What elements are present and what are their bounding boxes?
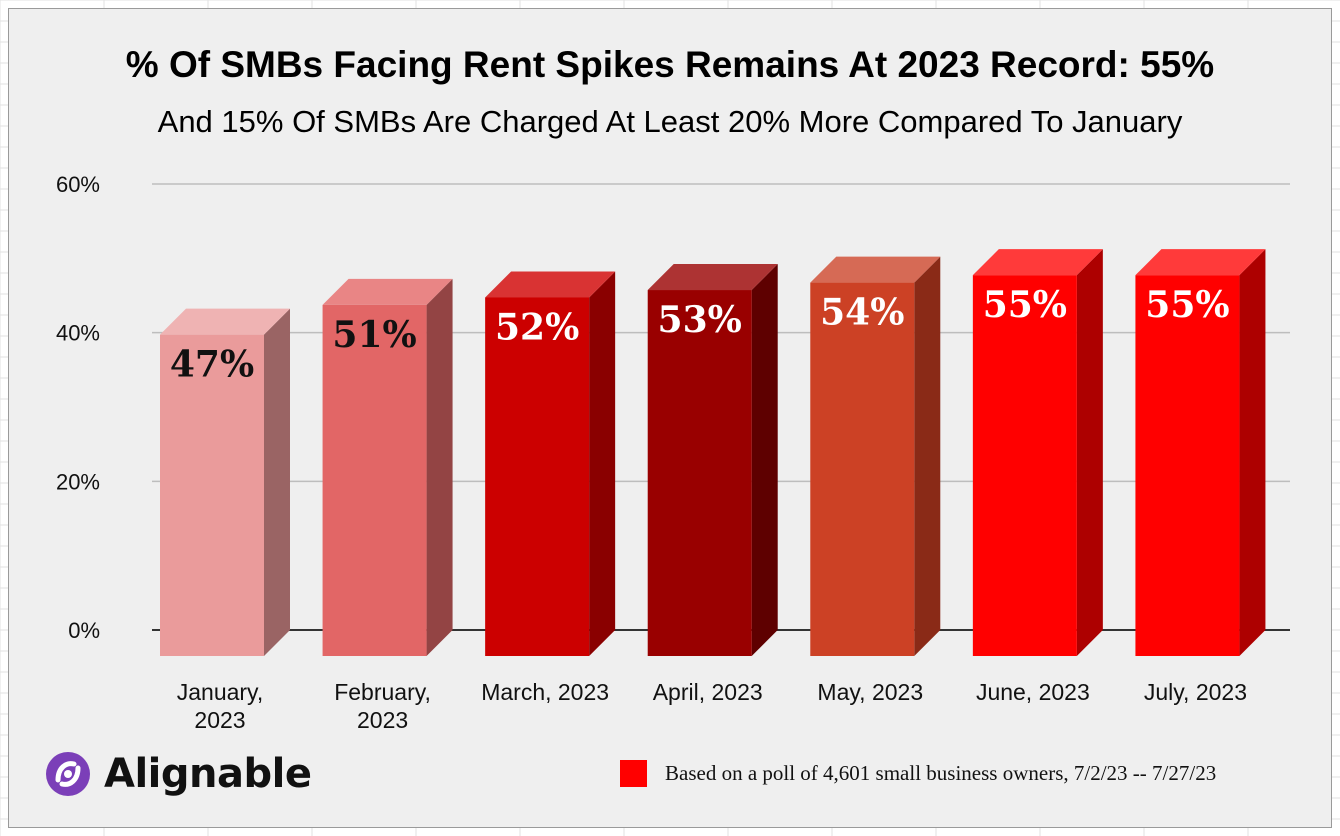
bar-side-face [426, 278, 453, 656]
alignable-logo: Alignable [44, 744, 312, 804]
bar-data-label: 52% [495, 306, 579, 348]
bar-5: 54% [810, 256, 941, 656]
bar-top-face [810, 256, 941, 283]
bar-side-face [914, 256, 941, 656]
x-tick-label: June, 2023 [976, 679, 1090, 705]
x-tick-label-line: May, 2023 [817, 679, 923, 705]
bar-top-face [1135, 249, 1266, 276]
bar-front-face [647, 290, 752, 656]
bar-side-face [589, 271, 616, 656]
x-tick-label-line: 2023 [194, 707, 245, 733]
chart-subtitle: And 15% Of SMBs Are Charged At Least 20%… [157, 104, 1183, 139]
logo-wordmark: Alignable [104, 751, 312, 797]
x-tick-label-line: June, 2023 [976, 679, 1090, 705]
bar-top-face [322, 278, 453, 305]
x-tick-label: January, 2023 [177, 679, 264, 733]
bar-front-face [1135, 275, 1240, 656]
x-tick-label: April, 2023 [653, 679, 763, 705]
bar-top-face [160, 308, 290, 335]
bar-data-label: 53% [658, 299, 742, 341]
bar-3: 52% [485, 271, 616, 656]
bar-data-label: 55% [983, 284, 1067, 326]
bar-1: 47% [160, 308, 290, 656]
x-tick-label: July, 2023 [1144, 679, 1247, 705]
x-tick-label-line: January, [177, 679, 264, 705]
bar-front-face [972, 275, 1077, 656]
bar-7: 55% [1135, 249, 1266, 656]
alignable-logo-icon [46, 752, 90, 796]
chart-legend: Based on a poll of 4,601 small business … [620, 760, 1216, 787]
x-tick-label-line: July, 2023 [1144, 679, 1247, 705]
y-tick-label: 0% [68, 618, 100, 643]
bar-side-face [751, 264, 778, 656]
x-tick-label: March, 2023 [481, 679, 609, 705]
y-tick-label: 60% [56, 172, 100, 197]
bar-2: 51% [322, 278, 453, 656]
bar-top-face [972, 249, 1103, 276]
bar-data-label: 55% [1145, 284, 1229, 326]
x-tick-label: February, 2023 [334, 679, 431, 733]
bar-data-label: 54% [820, 292, 904, 334]
bar-data-label: 51% [332, 314, 416, 356]
bar-front-face [322, 304, 427, 656]
y-tick-label: 20% [56, 469, 100, 494]
bar-front-face [810, 282, 915, 656]
x-tick-label-line: February, [334, 679, 431, 705]
legend-label: Based on a poll of 4,601 small business … [665, 761, 1217, 785]
bar-front-face [485, 297, 590, 656]
bar-side-face [1076, 249, 1103, 656]
bar-side-face [264, 308, 290, 656]
chart-title: % Of SMBs Facing Rent Spikes Remains At … [125, 44, 1215, 85]
legend-swatch [620, 760, 647, 787]
bar-side-face [1239, 249, 1266, 656]
bar-top-face [485, 271, 616, 298]
bar-top-face [647, 264, 778, 291]
x-tick-label-line: 2023 [357, 707, 408, 733]
y-tick-label: 40% [56, 321, 100, 346]
bar-front-face [160, 334, 264, 656]
x-tick-label-line: March, 2023 [481, 679, 609, 705]
x-tick-label-line: April, 2023 [653, 679, 763, 705]
bar-6: 55% [972, 249, 1103, 656]
x-tick-label: May, 2023 [817, 679, 923, 705]
bar-4: 53% [647, 264, 778, 656]
bar-data-label: 47% [170, 344, 254, 386]
